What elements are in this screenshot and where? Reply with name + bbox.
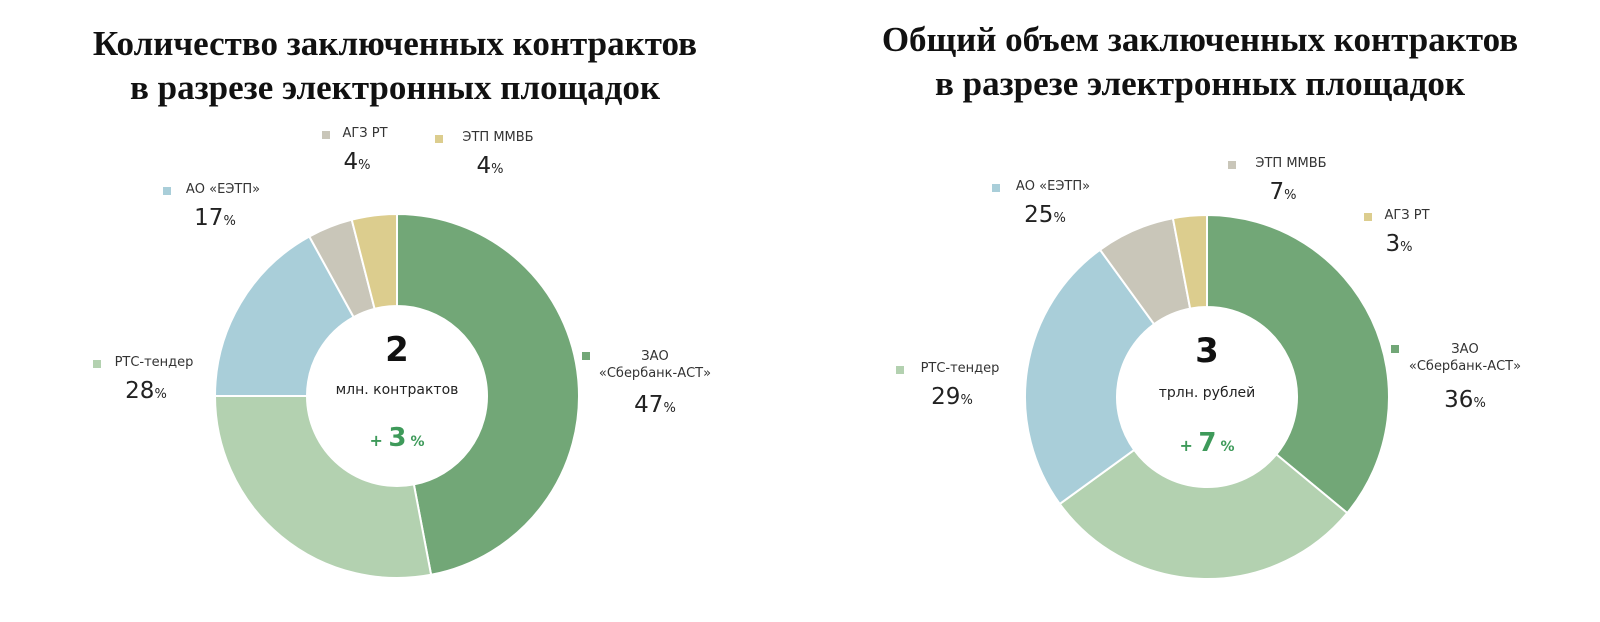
- slice-label-5: ЭТП ММВБ 4%: [435, 130, 534, 179]
- chart-title: Общий объем заключенных контрактов в раз…: [805, 18, 1595, 106]
- slice-name: АО «ЕЭТП»: [1016, 179, 1090, 194]
- chart-title: Количество заключенных контрактов в разр…: [5, 22, 785, 110]
- slice-name: РТС-тендер: [115, 355, 194, 370]
- chart-panel-contract-volume: Общий объем заключенных контрактов в раз…: [800, 0, 1600, 622]
- slice-label-1: ЗАО «Сбербанк-АСТ» 36%: [1391, 342, 1521, 413]
- slice-value: 47%: [634, 392, 676, 418]
- chart-title-line-2: в разрезе электронных площадок: [934, 64, 1466, 103]
- chart-title-line-2: в разрезе электронных площадок: [129, 68, 661, 107]
- slice-value: 29%: [931, 384, 973, 410]
- slice-label-4: АГЗ РТ 4%: [322, 126, 388, 175]
- donut-slices: [1024, 213, 1390, 580]
- donut-hole: [307, 306, 487, 486]
- slice-name: АО «ЕЭТП»: [186, 182, 260, 197]
- slice-value: 4%: [477, 153, 504, 179]
- slice-value: 36%: [1444, 387, 1486, 413]
- slice-name: ЭТП ММВБ: [462, 130, 533, 145]
- legend-swatch: [896, 366, 904, 374]
- slice-value: 28%: [125, 378, 167, 404]
- legend-swatch: [322, 131, 330, 139]
- slice-label-2: РТС-тендер 28%: [93, 355, 193, 404]
- slice-name: ЗАО: [641, 349, 668, 364]
- slice-name: «Сбербанк-АСТ»: [599, 366, 711, 381]
- chart-title-line-1: Количество заключенных контрактов: [92, 24, 698, 63]
- chart-panel-contract-count: Количество заключенных контрактов в разр…: [5, 22, 785, 579]
- slice-name: АГЗ РТ: [1384, 208, 1429, 223]
- center-total-value: 2: [385, 330, 409, 370]
- donut-chart-contract-count: 2 млн. контрактов + 3 % ЗАО «Сбербанк-АСТ» 47%…: [93, 126, 711, 579]
- legend-swatch: [1364, 213, 1372, 221]
- slice-value: 25%: [1024, 202, 1066, 228]
- legend-swatch: [992, 184, 1000, 192]
- slice-label-4: ЭТП ММВБ 7%: [1228, 156, 1327, 205]
- legend-swatch: [163, 187, 171, 195]
- slice-name: ЭТП ММВБ: [1255, 156, 1326, 171]
- legend-swatch: [1228, 161, 1236, 169]
- slice-name: «Сбербанк-АСТ»: [1409, 359, 1521, 374]
- slice-label-3: АО «ЕЭТП» 25%: [992, 179, 1090, 228]
- center-total-unit: трлн. рублей: [1159, 385, 1256, 401]
- center-total-value: 3: [1195, 331, 1219, 371]
- donut-chart-contract-volume: 3 трлн. рублей + 7 % ЗАО «Сбербанк-АСТ» 36% РТС…: [896, 156, 1521, 580]
- slice-label-1: ЗАО «Сбербанк-АСТ» 47%: [582, 349, 711, 418]
- legend-swatch: [435, 135, 443, 143]
- legend-swatch: [582, 352, 590, 360]
- legend-swatch: [93, 360, 101, 368]
- slice-name: ЗАО: [1451, 342, 1478, 357]
- slice-value: 3%: [1386, 231, 1413, 257]
- center-change: + 7%: [1179, 428, 1234, 458]
- slice-name: РТС-тендер: [921, 361, 1000, 376]
- chart-title-line-1: Общий объем заключенных контрактов: [881, 20, 1519, 59]
- legend-swatch: [1391, 345, 1399, 353]
- slice-value: 7%: [1270, 179, 1297, 205]
- slice-name: АГЗ РТ: [342, 126, 387, 141]
- donut-hole: [1117, 307, 1297, 487]
- slice-value: 4%: [344, 149, 371, 175]
- slice-value: 17%: [194, 205, 236, 231]
- center-total-unit: млн. контрактов: [336, 382, 459, 398]
- slice-label-3: АО «ЕЭТП» 17%: [163, 182, 260, 231]
- slice-label-5: АГЗ РТ 3%: [1364, 208, 1430, 257]
- center-change: + 3%: [369, 423, 424, 453]
- slice-label-2: РТС-тендер 29%: [896, 361, 999, 410]
